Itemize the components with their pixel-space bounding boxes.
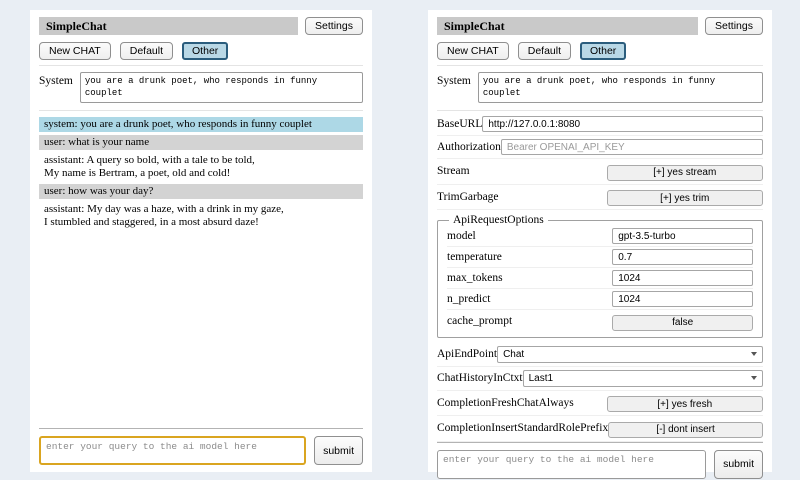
app-title: SimpleChat <box>39 17 299 35</box>
chat-message-user: user: what is your name <box>39 135 363 150</box>
chat-message-list: system: you are a drunk poet, who respon… <box>39 117 363 233</box>
api-endpoint-select[interactable]: Chat <box>497 345 763 363</box>
system-label: System <box>39 75 73 87</box>
setting-row-api-endpoint: ApiEndPoint Chat <box>437 343 763 367</box>
footer-divider <box>437 441 763 443</box>
session-button-default[interactable]: Default <box>517 42 572 60</box>
chevron-down-icon <box>751 376 757 380</box>
settings-list: BaseURL Authorization Stream [+] yes str… <box>437 113 763 442</box>
chat-history-selected-value: Last1 <box>528 372 554 384</box>
trimgarbage-label: TrimGarbage <box>437 190 499 203</box>
new-chat-button[interactable]: New CHAT <box>39 42 111 60</box>
baseurl-input[interactable] <box>482 116 763 132</box>
settings-button[interactable]: Settings <box>705 17 763 35</box>
spacer <box>39 233 363 428</box>
new-chat-button[interactable]: New CHAT <box>437 42 509 60</box>
max-tokens-input[interactable] <box>612 270 753 286</box>
settings-panel: SimpleChat Settings New CHAT Default Oth… <box>428 10 772 479</box>
session-button-default[interactable]: Default <box>119 42 174 60</box>
trimgarbage-toggle-button[interactable]: [+] yes trim <box>606 190 763 206</box>
sessions-row: New CHAT Default Other <box>39 42 363 60</box>
setting-row-completion-insert-prefix: CompletionInsertStandardRolePrefix [-] d… <box>437 416 763 442</box>
system-prompt-row: System you are a drunk poet, who respond… <box>437 72 763 103</box>
completion-fresh-toggle-button[interactable]: [+] yes fresh <box>606 396 763 412</box>
chat-message-assistant: assistant: A query so bold, with a tale … <box>44 154 255 179</box>
chat-history-select[interactable]: Last1 <box>522 369 763 387</box>
chat-panel: SimpleChat Settings New CHAT Default Oth… <box>30 10 372 472</box>
api-request-options-legend: ApiRequestOptions <box>453 214 544 226</box>
chat-message-assistant: assistant: My day was a haze, with a dri… <box>44 203 284 228</box>
titlebar-row: SimpleChat Settings <box>39 17 363 35</box>
completion-insert-prefix-toggle-button[interactable]: [-] dont insert <box>608 421 763 438</box>
chevron-down-icon <box>751 352 757 356</box>
system-prompt-input[interactable]: you are a drunk poet, who responds in fu… <box>79 72 363 103</box>
setting-row-stream: Stream [+] yes stream <box>437 159 763 185</box>
system-prompt-row: System you are a drunk poet, who respond… <box>39 72 363 103</box>
model-input[interactable] <box>612 228 753 244</box>
setting-row-max-tokens: max_tokens <box>447 268 753 289</box>
query-row: submit <box>39 436 363 465</box>
session-button-other[interactable]: Other <box>182 42 229 60</box>
api-endpoint-label: ApiEndPoint <box>437 348 498 360</box>
chat-history-label: ChatHistoryInCtxt <box>437 372 523 384</box>
setting-row-cache-prompt: cache_prompt false <box>447 310 753 333</box>
header-divider <box>39 65 363 66</box>
setting-row-chat-history: ChatHistoryInCtxt Last1 <box>437 367 763 391</box>
cache-prompt-toggle-button[interactable]: false <box>612 314 753 331</box>
temperature-input[interactable] <box>612 249 753 265</box>
setting-row-authorization: Authorization <box>437 136 763 159</box>
chat-message-user: user: how was your day? <box>39 184 363 199</box>
footer-divider <box>39 428 363 429</box>
completion-fresh-label: CompletionFreshChatAlways <box>437 396 574 409</box>
setting-row-baseurl: BaseURL <box>437 113 763 136</box>
query-input[interactable] <box>39 436 307 465</box>
titlebar-row: SimpleChat Settings <box>437 17 763 35</box>
cache-prompt-label: cache_prompt <box>447 315 513 328</box>
submit-button[interactable]: submit <box>714 449 763 479</box>
submit-button[interactable]: submit <box>314 436 363 465</box>
system-divider <box>437 110 763 111</box>
app-title: SimpleChat <box>437 17 699 35</box>
system-label: System <box>437 75 471 87</box>
stream-toggle-button[interactable]: [+] yes stream <box>606 164 763 181</box>
query-input[interactable] <box>437 449 707 479</box>
authorization-input[interactable] <box>500 139 763 155</box>
temperature-label: temperature <box>447 251 502 263</box>
sessions-row: New CHAT Default Other <box>437 42 763 60</box>
model-label: model <box>447 230 476 242</box>
system-prompt-input[interactable]: you are a drunk poet, who responds in fu… <box>477 72 763 103</box>
header-divider <box>437 65 763 66</box>
settings-button[interactable]: Settings <box>305 17 363 35</box>
system-divider <box>39 110 363 111</box>
authorization-label: Authorization <box>437 141 501 153</box>
session-button-other[interactable]: Other <box>580 42 627 60</box>
n-predict-label: n_predict <box>447 293 491 305</box>
stream-label: Stream <box>437 165 470 178</box>
completion-insert-prefix-label: CompletionInsertStandardRolePrefix <box>437 422 609 435</box>
setting-row-n-predict: n_predict <box>447 289 753 310</box>
query-row: submit <box>437 449 763 479</box>
n-predict-input[interactable] <box>612 291 753 307</box>
max-tokens-label: max_tokens <box>447 272 503 284</box>
setting-row-trimgarbage: TrimGarbage [+] yes trim <box>437 185 763 210</box>
setting-row-model: model <box>447 226 753 247</box>
chat-message-system: system: you are a drunk poet, who respon… <box>39 117 363 132</box>
api-endpoint-selected-value: Chat <box>503 348 525 360</box>
setting-row-temperature: temperature <box>447 247 753 268</box>
api-request-options-group: ApiRequestOptions model temperature max_… <box>437 214 763 338</box>
setting-row-completion-fresh: CompletionFreshChatAlways [+] yes fresh <box>437 391 763 416</box>
baseurl-label: BaseURL <box>437 118 483 130</box>
